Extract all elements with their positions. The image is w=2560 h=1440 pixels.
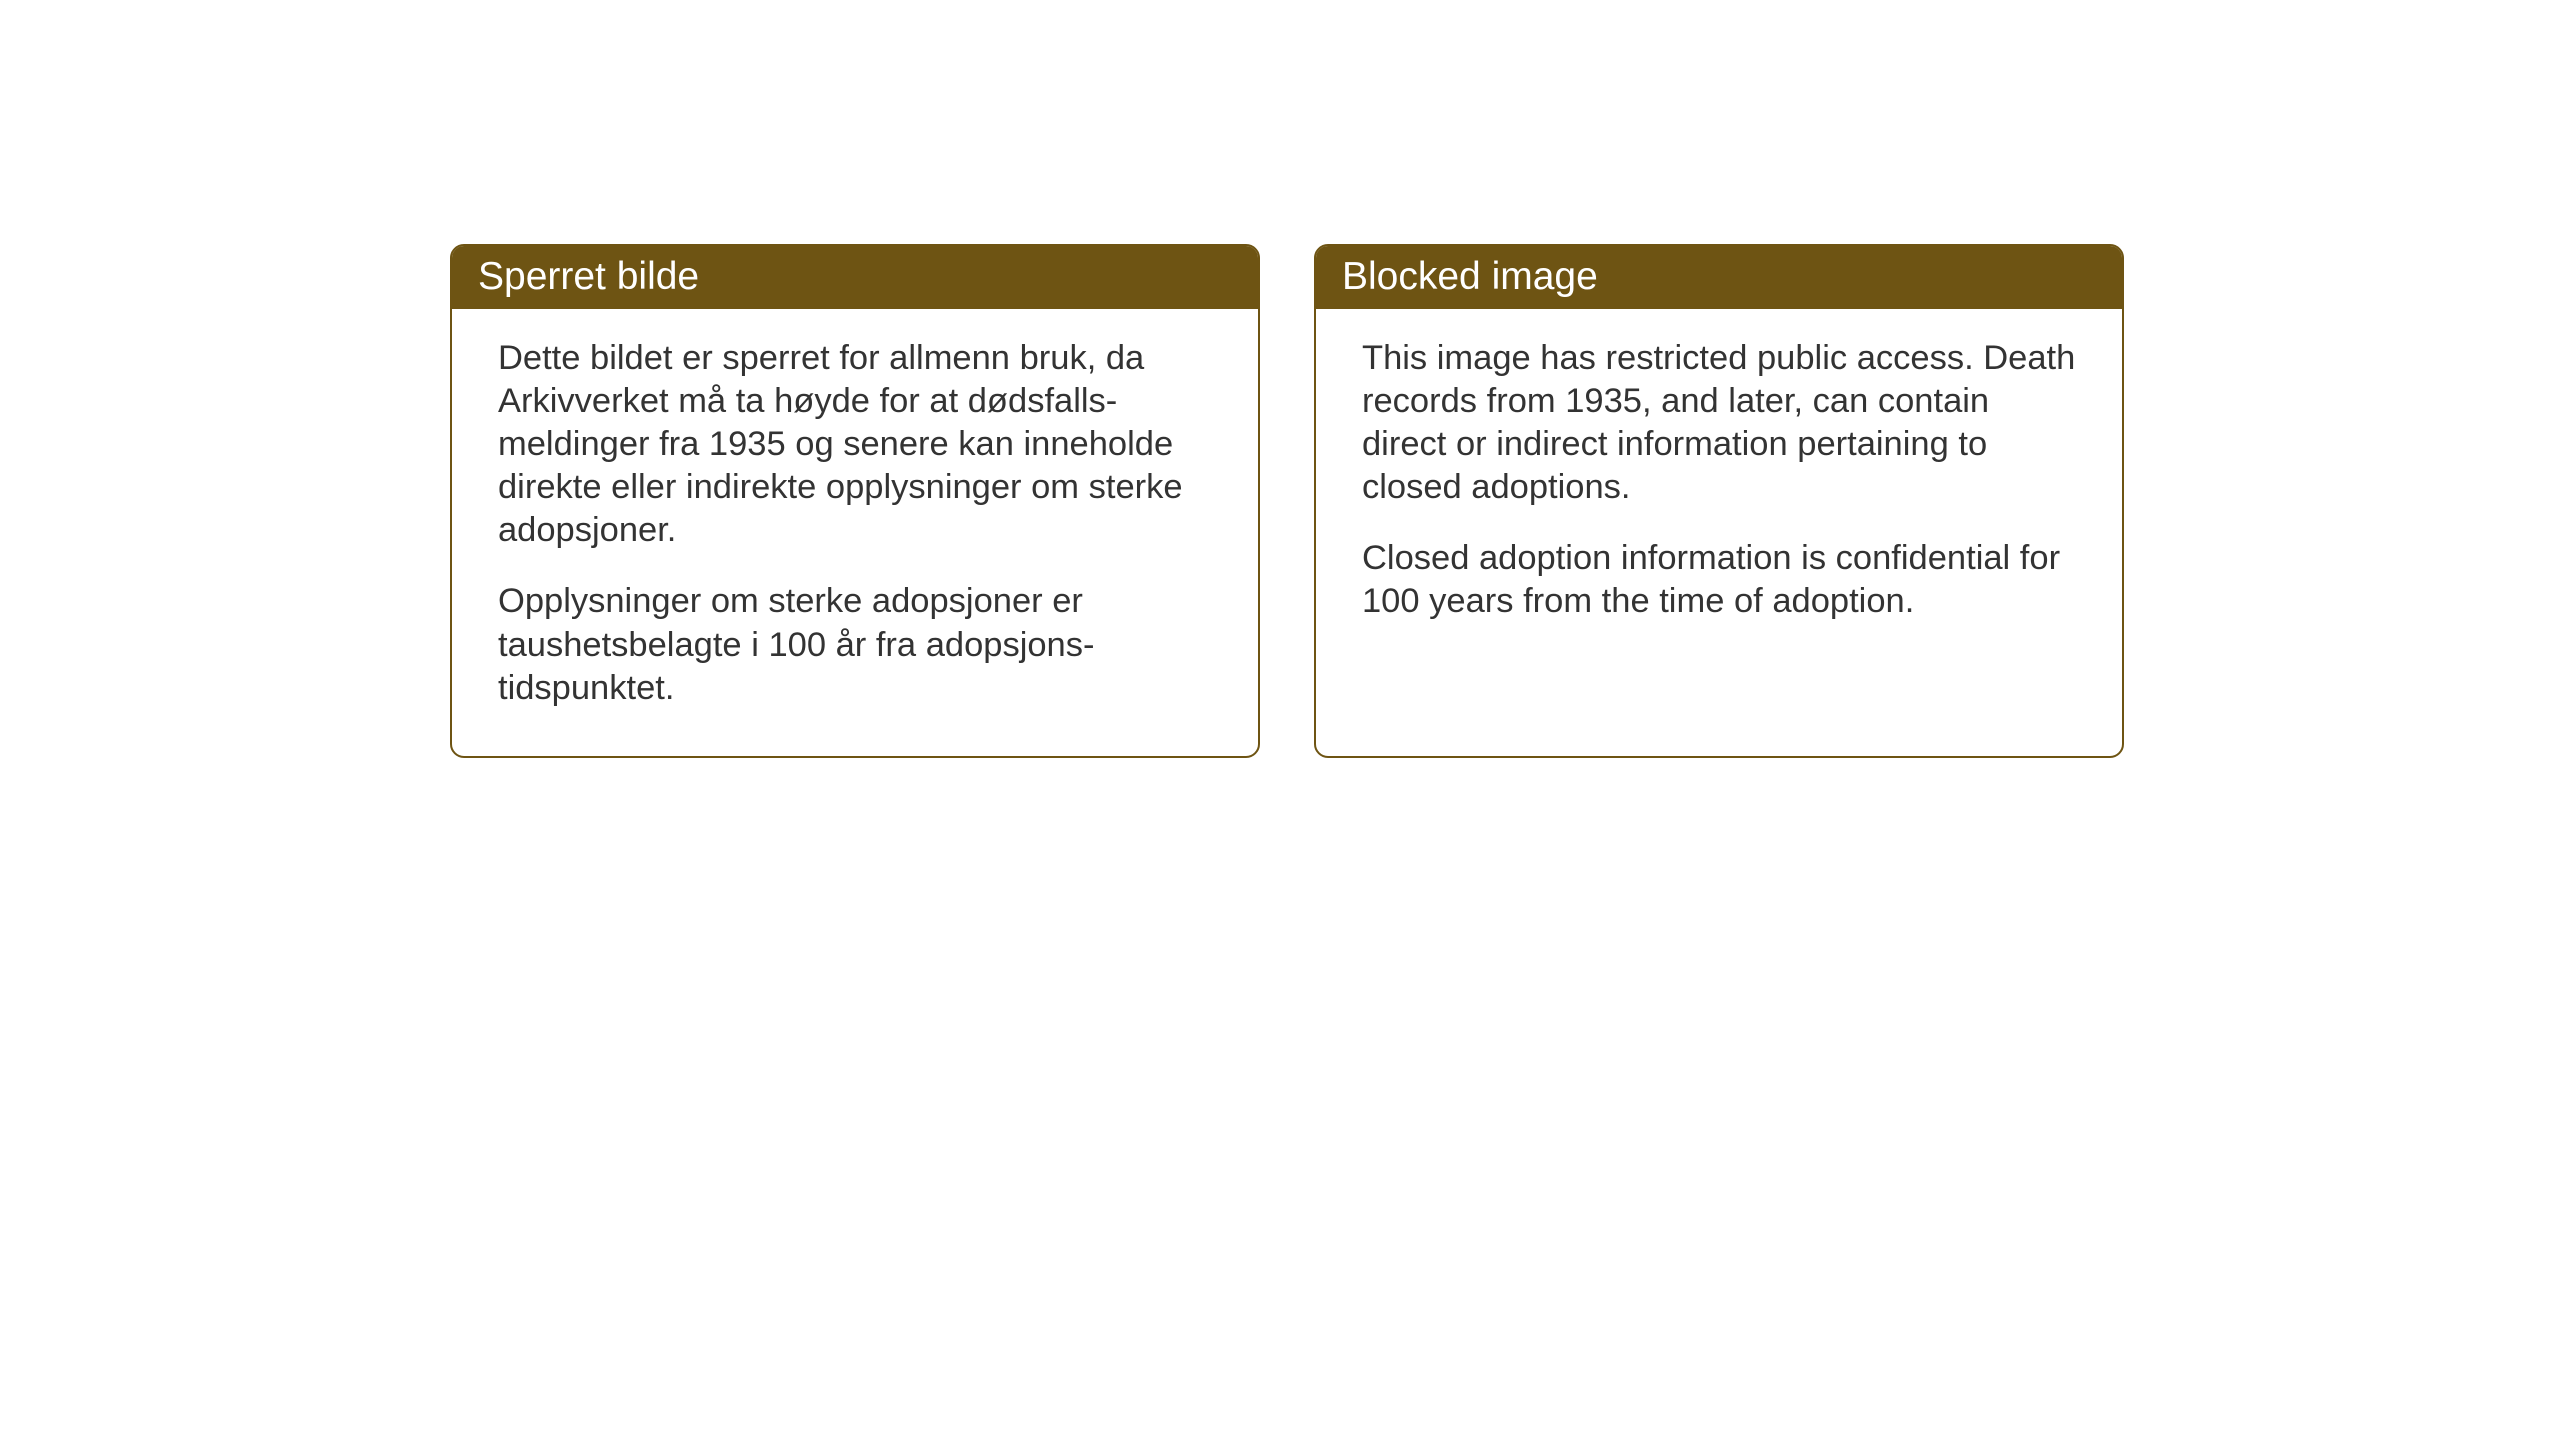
notice-container: Sperret bilde Dette bildet er sperret fo… — [450, 244, 2124, 758]
notice-paragraph-1-english: This image has restricted public access.… — [1362, 337, 2076, 510]
notice-paragraph-1-norwegian: Dette bildet er sperret for allmenn bruk… — [498, 337, 1212, 553]
notice-body-norwegian: Dette bildet er sperret for allmenn bruk… — [452, 309, 1258, 744]
notice-title-english: Blocked image — [1342, 255, 1598, 298]
notice-header-english: Blocked image — [1316, 246, 2122, 309]
notice-box-english: Blocked image This image has restricted … — [1314, 244, 2124, 758]
notice-box-norwegian: Sperret bilde Dette bildet er sperret fo… — [450, 244, 1260, 758]
notice-title-norwegian: Sperret bilde — [478, 255, 699, 298]
notice-paragraph-2-english: Closed adoption information is confident… — [1362, 537, 2076, 623]
notice-body-english: This image has restricted public access.… — [1316, 309, 2122, 658]
notice-header-norwegian: Sperret bilde — [452, 246, 1258, 309]
notice-paragraph-2-norwegian: Opplysninger om sterke adopsjoner er tau… — [498, 580, 1212, 709]
